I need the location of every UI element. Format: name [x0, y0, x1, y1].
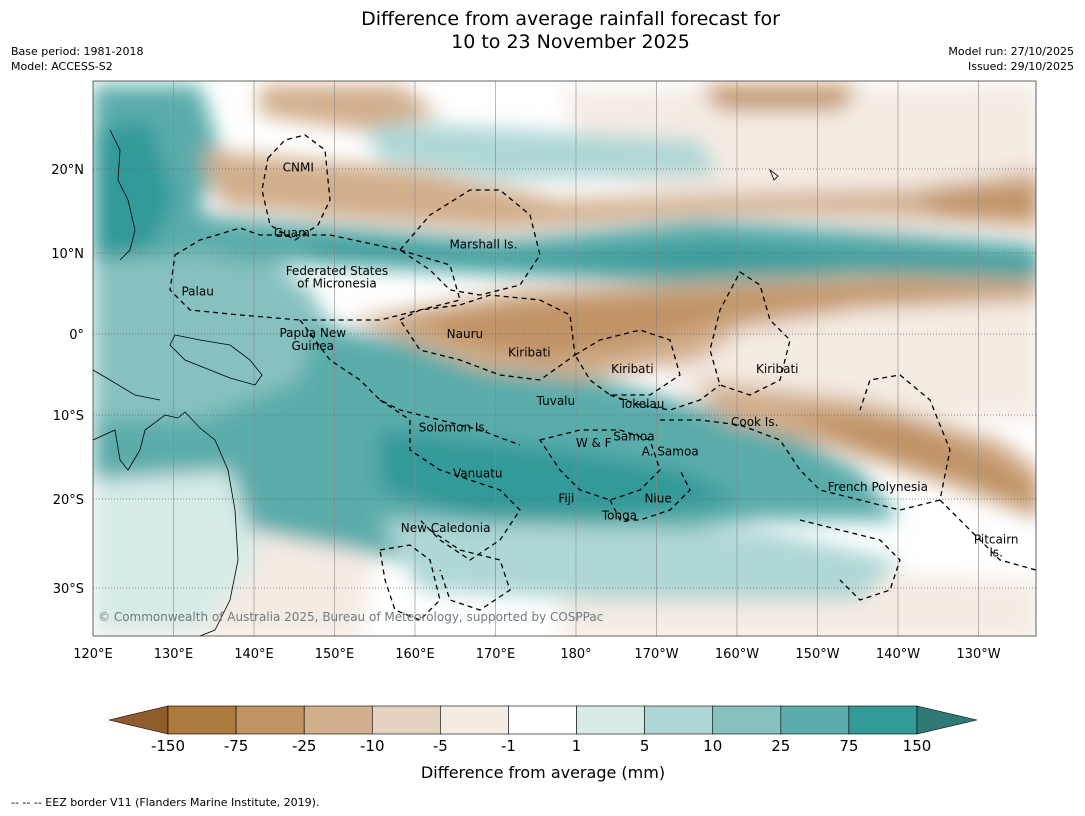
lon-tick-label: 160°W	[715, 647, 759, 662]
colorbar-tick-label: -1	[501, 737, 516, 755]
lon-tick-label: 140°E	[234, 647, 274, 662]
colorbar-swatch	[371, 705, 441, 735]
run-info: Model run: 27/10/2025 Issued: 29/10/2025	[948, 44, 1074, 74]
place-label: of Micronesia	[297, 276, 377, 290]
colorbar-swatch	[848, 705, 918, 735]
place-label: A. Samoa	[642, 444, 699, 458]
model-name: Model: ACCESS-S2	[11, 60, 113, 73]
lat-tick-label: 0°	[69, 328, 84, 343]
colorbar-tick-label: 25	[771, 737, 790, 755]
coastlines	[93, 129, 779, 636]
colorbar-title: Difference from average (mm)	[421, 763, 665, 782]
colorbar-swatch	[780, 705, 850, 735]
colorbar-over-arrow	[916, 705, 978, 735]
lon-tick-label: 140°W	[876, 647, 920, 662]
longitude-ticks: 120°E 130°E 140°E 150°E 160°E 170°E 180° 170°W 1…	[73, 647, 1000, 662]
colorbar-tick-label: -5	[433, 737, 448, 755]
place-label: Guinea	[291, 339, 334, 353]
place-label: Solomon Is.	[419, 421, 489, 435]
issued-date: Issued: 29/10/2025	[967, 60, 1074, 73]
lon-tick-label: 130°W	[956, 647, 1000, 662]
map-title: Difference from average rainfall forecas…	[0, 8, 1085, 54]
latitude-ticks: 20°N 10°N 0° 10°S 20°S 30°S	[51, 163, 84, 597]
place-label: Kiribati	[611, 362, 653, 376]
place-label: French Polynesia	[828, 480, 928, 494]
place-label: Kiribati	[508, 346, 550, 360]
lat-tick-label: 10°S	[53, 409, 84, 424]
colorbar-swatch	[712, 705, 782, 735]
base-info: Base period: 1981-2018 Model: ACCESS-S2	[11, 44, 143, 74]
lon-tick-label: 180°	[560, 647, 591, 662]
place-label: Samoa	[613, 430, 654, 444]
place-label: Fiji	[558, 492, 574, 506]
lon-tick-label: 120°E	[73, 647, 113, 662]
colorbar-tick-label: 1	[572, 737, 582, 755]
eez-footnote: -- -- -- EEZ border V11 (Flanders Marine…	[11, 796, 320, 809]
lon-tick-label: 150°W	[795, 647, 839, 662]
latitude-lines	[93, 168, 1036, 589]
colorbar-under-arrow	[108, 705, 169, 735]
colorbar-tick-label: -25	[292, 737, 317, 755]
place-label: Tonga	[601, 509, 637, 523]
lon-tick-label: 170°W	[634, 647, 678, 662]
place-label: Palau	[181, 285, 213, 299]
colorbar-tick-label: 75	[839, 737, 858, 755]
base-period: Base period: 1981-2018	[11, 45, 144, 58]
place-label: Is.	[989, 545, 1003, 559]
lon-tick-label: 170°E	[476, 647, 516, 662]
colorbar-tick-label: -10	[360, 737, 385, 755]
copyright-note: © Commonwealth of Australia 2025, Bureau…	[98, 610, 603, 624]
model-run: Model run: 27/10/2025	[948, 45, 1074, 58]
colorbar-labels: -150 -75 -25 -10 -5 -1 1 5 10 25 75 150	[151, 737, 931, 755]
place-label: Tokelau	[619, 397, 665, 411]
place-label: Nauru	[447, 327, 483, 341]
colorbar-tick-label: -75	[224, 737, 249, 755]
lat-tick-label: 30°S	[53, 582, 84, 597]
place-label: CNMI	[283, 161, 314, 175]
lat-tick-label: 20°S	[53, 493, 84, 508]
lon-tick-label: 130°E	[154, 647, 194, 662]
colorbar-swatch	[440, 705, 509, 735]
lon-tick-label: 160°E	[395, 647, 435, 662]
colorbar-swatch	[576, 705, 645, 735]
place-label: New Caledonia	[401, 521, 491, 535]
place-label: Niue	[644, 492, 671, 506]
place-label: Marshall Is.	[449, 237, 517, 251]
place-label: Guam	[274, 226, 310, 240]
title-line-1: Difference from average rainfall forecas…	[361, 8, 780, 30]
place-label: Federated States	[286, 264, 388, 278]
place-label: W & F	[576, 436, 612, 450]
colorbar-tick-label: 5	[640, 737, 650, 755]
map-frame	[92, 80, 1037, 637]
lat-tick-label: 10°N	[51, 247, 84, 262]
lat-tick-label: 20°N	[51, 163, 84, 178]
title-line-2: 10 to 23 November 2025	[451, 31, 690, 53]
place-label: Kiribati	[756, 362, 798, 376]
colorbar: -150 -75 -25 -10 -5 -1 1 5 10 25 75 150 Difference …	[108, 705, 978, 782]
place-label: Cook Is.	[731, 415, 778, 429]
place-label: Papua New	[279, 326, 346, 340]
place-label: Tuvalu	[536, 394, 576, 408]
colorbar-tick-label: 10	[703, 737, 722, 755]
eez-borders	[169, 134, 1036, 621]
anomaly-field	[93, 85, 1036, 636]
place-label: Pitcairn	[974, 532, 1019, 546]
colorbar-swatch	[235, 705, 305, 735]
colorbar-tick-label: 150	[903, 737, 932, 755]
colorbar-swatches	[167, 705, 918, 735]
colorbar-swatch	[644, 705, 714, 735]
lon-tick-label: 150°E	[315, 647, 355, 662]
colorbar-swatch	[167, 705, 237, 735]
colorbar-swatch	[303, 705, 373, 735]
colorbar-tick-label: -150	[151, 737, 185, 755]
colorbar-swatch	[508, 705, 577, 735]
place-label: Vanuatu	[453, 466, 503, 480]
